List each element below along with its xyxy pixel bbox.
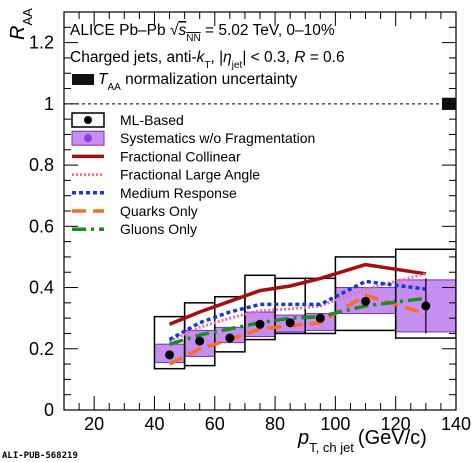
total-sys-box — [394, 248, 456, 339]
x-tick-label: 120 — [381, 414, 411, 434]
y-tick-label: 0.6 — [29, 216, 54, 236]
info-line-3: TAA normalization uncertainty — [98, 71, 298, 93]
x-tick-label: 140 — [441, 414, 471, 434]
model-curve — [168, 293, 427, 366]
y-tick-label: 0.2 — [29, 339, 54, 359]
model-curve — [168, 279, 427, 342]
info-line-2: Charged jets, anti-kT, |ηjet| < 0.3, R =… — [70, 49, 345, 71]
model-curve — [168, 296, 427, 346]
x-axis-label: pT, ch jet (GeV/c) — [297, 427, 427, 455]
data-point — [195, 336, 205, 346]
publication-id: ALI-PUB-568219 — [2, 451, 78, 461]
data-point — [165, 350, 175, 360]
info-line-1: ALICE Pb–Pb √sNN = 5.02 TeV, 0–10% — [70, 22, 335, 44]
legend-entry-label: Fractional Large Angle — [120, 167, 260, 183]
legend: ML-Based Systematics w/o Fragmentation Fra… — [71, 112, 315, 237]
data-point — [255, 319, 265, 329]
y-tick-label: 0 — [44, 400, 54, 420]
data-point — [361, 296, 371, 306]
y-tick-label: 0.4 — [29, 278, 54, 298]
x-tick-label: 100 — [320, 414, 350, 434]
legend-entry-label: Fractional Collinear — [120, 148, 241, 164]
legend-entry-label: Systematics w/o Fragmentation — [120, 130, 315, 146]
legend-entry-label: Medium Response — [120, 185, 237, 201]
data-point — [421, 301, 431, 311]
legend-marker-ml-based — [84, 116, 92, 124]
x-tick-label: 80 — [265, 414, 285, 434]
data-point — [315, 313, 325, 323]
y-tick-label: 1.2 — [29, 33, 54, 53]
legend-entry-label: Gluons Only — [120, 221, 197, 237]
y-tick-label: 1 — [44, 94, 54, 114]
x-tick-label: 40 — [144, 414, 164, 434]
model-curve — [168, 272, 427, 343]
data-point — [225, 333, 235, 343]
model-curve — [168, 262, 427, 326]
x-tick-label: 60 — [205, 414, 225, 434]
y-axis-label: RAA — [7, 8, 35, 40]
legend-entry-label: ML-Based — [120, 112, 184, 128]
data-point — [285, 318, 295, 328]
y-tick-label: 0.8 — [29, 155, 54, 175]
legend-marker-systematics — [84, 134, 92, 143]
legend-entry-label: Quarks Only — [120, 203, 198, 219]
x-tick-label: 20 — [84, 414, 104, 434]
taa-legend-swatch — [72, 74, 94, 85]
legend-swatch-ml-based — [71, 112, 105, 128]
